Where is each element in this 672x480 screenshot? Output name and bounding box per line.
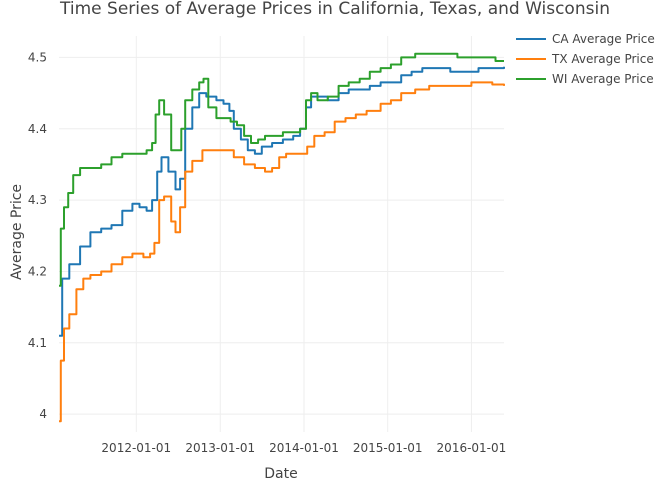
series-line [59, 81, 505, 423]
x-tick-label: 2013-01-01 [185, 441, 255, 455]
y-tick-label: 4 [39, 407, 47, 421]
x-tick-label: 2016-01-01 [437, 441, 507, 455]
grid-lines [59, 36, 504, 432]
x-tick-label: 2012-01-01 [101, 441, 171, 455]
chart-title: Time Series of Average Prices in Califor… [59, 0, 610, 19]
series-line [59, 66, 505, 337]
x-tick-label: 2014-01-01 [269, 441, 339, 455]
y-tick-label: 4.5 [28, 50, 47, 64]
legend-label: CA Average Price [552, 32, 655, 46]
legend-label: WI Average Price [552, 72, 654, 86]
y-tick-label: 4.2 [28, 264, 47, 278]
y-axis-title: Average Price [9, 184, 25, 280]
x-axis-title: Date [264, 466, 297, 480]
axis-ticks: 4 4.1 4.2 4.3 4.4 4.5 2012-01-01 2013-01-01 2014… [28, 50, 506, 455]
series-line [59, 52, 504, 287]
y-tick-label: 4.4 [28, 122, 47, 136]
y-tick-label: 4.1 [28, 336, 47, 350]
legend-label: TX Average Price [551, 52, 654, 66]
legend: CA Average Price TX Average Price WI Avera… [516, 32, 655, 86]
plot-area [59, 52, 505, 423]
x-tick-label: 2015-01-01 [353, 441, 423, 455]
y-tick-label: 4.3 [28, 193, 47, 207]
